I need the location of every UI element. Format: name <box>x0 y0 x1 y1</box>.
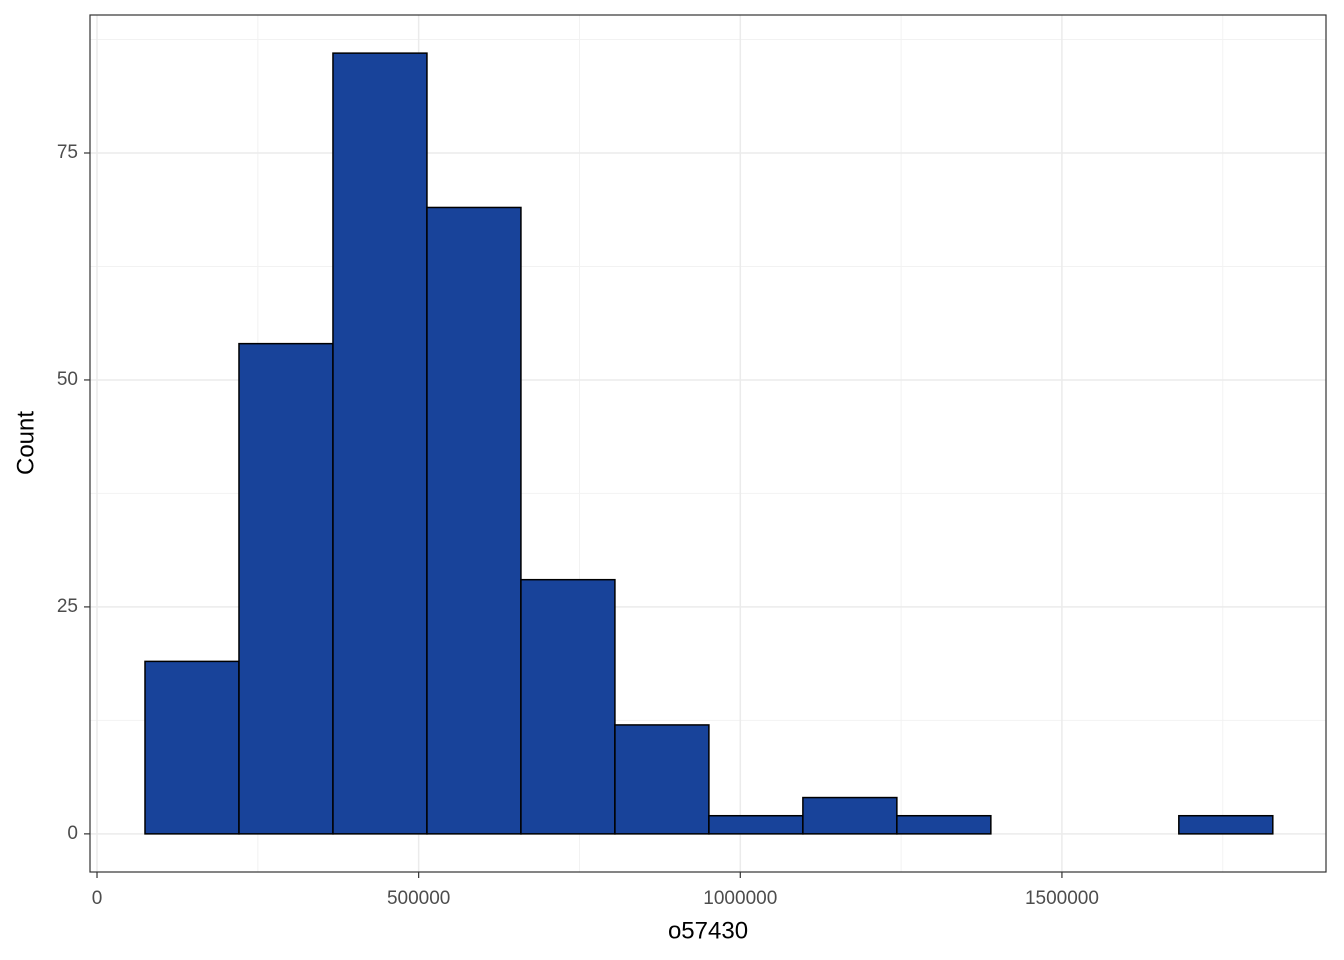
bar <box>144 660 240 835</box>
x-tick-label: 500000 <box>387 888 450 909</box>
y-tick-label: 25 <box>57 596 78 617</box>
panel-border <box>89 14 1327 873</box>
x-tick-label: 1000000 <box>703 888 777 909</box>
x-axis-title: o57430 <box>668 917 748 944</box>
bar <box>708 814 804 835</box>
bar <box>426 206 522 835</box>
bar <box>614 724 710 835</box>
bar <box>238 342 334 835</box>
bar <box>1178 814 1274 835</box>
bar <box>332 52 428 835</box>
y-tick-label: 50 <box>57 369 78 390</box>
bars <box>144 52 1274 835</box>
bar <box>802 796 898 835</box>
bar <box>896 814 992 835</box>
y-tick-label: 0 <box>67 823 78 844</box>
y-axis-title: Count <box>12 411 39 475</box>
y-tick-label: 75 <box>57 142 78 163</box>
x-tick-label: 0 <box>92 888 103 909</box>
x-tick-label: 1500000 <box>1025 888 1099 909</box>
bar <box>520 578 616 835</box>
